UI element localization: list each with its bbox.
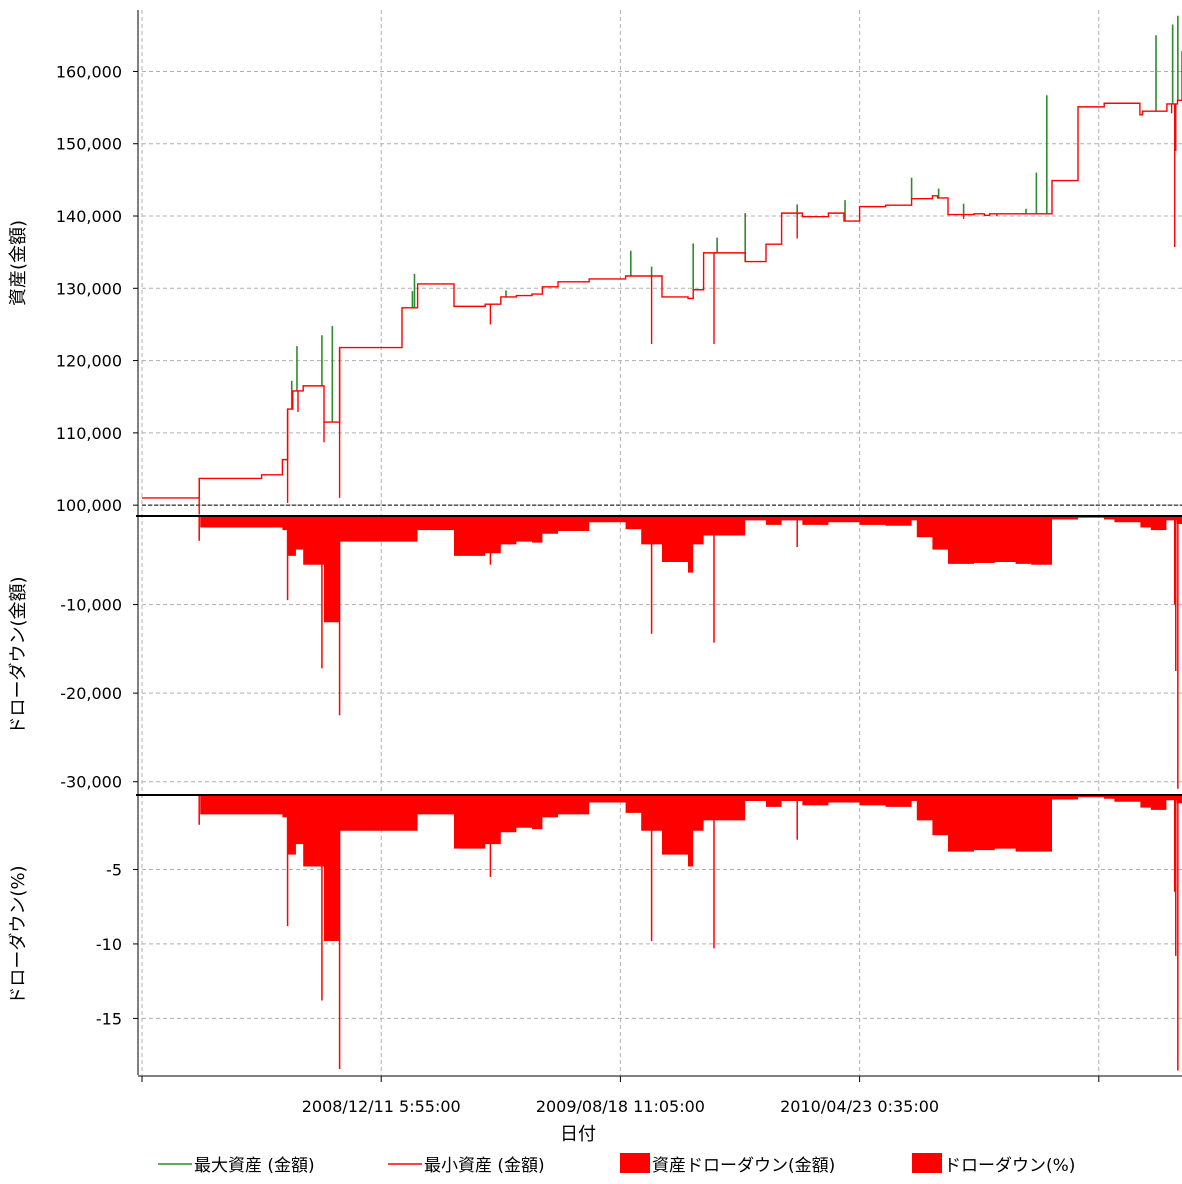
legend: 最大資産 (金額) 最小資産 (金額) 資産ドローダウン(金額) ドローダウン(%) [158, 1153, 1075, 1176]
drawdown-area [142, 516, 1182, 623]
y-axis-title: ドローダウン(%) [8, 865, 29, 1004]
y-tick-label: 110,000 [56, 424, 122, 443]
x-tick-label: 2010/04/23 0:35:00 [780, 1097, 939, 1116]
y-tick-label: 140,000 [56, 207, 122, 226]
legend-label: 資産ドローダウン(金額) [652, 1156, 835, 1176]
x-axis: 2008/12/11 5:55:00 2009/08/18 11:05:00 201… [138, 1075, 1182, 1145]
y-tick-label: 100,000 [56, 496, 122, 515]
panel-equity: 100,000 110,000 120,000 130,000 140,000 150,0… [8, 10, 1182, 516]
drawdown-area [142, 795, 1182, 941]
y-tick-label: -10 [96, 935, 122, 954]
min-equity-line [142, 51, 1182, 499]
x-tick-label: 2009/08/18 11:05:00 [536, 1097, 705, 1116]
y-tick-label: -20,000 [60, 684, 122, 703]
x-axis-title: 日付 [560, 1124, 596, 1145]
legend-label: ドローダウン(%) [944, 1156, 1075, 1176]
panel-drawdown_percent: -5 -10 -15 ドローダウン(%) [8, 794, 1182, 1075]
legend-label: 最小資産 (金額) [424, 1156, 545, 1176]
y-tick-label: 150,000 [56, 135, 122, 154]
y-tick-label: -10,000 [60, 596, 122, 615]
gridlines [141, 10, 1100, 1075]
legend-swatch-box [912, 1153, 942, 1173]
legend-swatch-box [620, 1153, 650, 1173]
y-tick-label: 120,000 [56, 352, 122, 371]
y-tick-label: -15 [96, 1009, 122, 1028]
panel-drawdown_amount: -10,000 -20,000 -30,000 ドローダウン(金額) [8, 515, 1182, 795]
y-tick-label: -30,000 [60, 773, 122, 792]
legend-label: 最大資産 (金額) [194, 1156, 315, 1176]
y-tick-label: -5 [106, 860, 122, 879]
y-tick-label: 160,000 [56, 62, 122, 81]
y-axis-title: 資産(金額) [8, 220, 29, 306]
y-tick-label: 130,000 [56, 279, 122, 298]
y-axis-title: ドローダウン(金額) [8, 576, 29, 734]
x-tick-label: 2008/12/11 5:55:00 [302, 1097, 461, 1116]
